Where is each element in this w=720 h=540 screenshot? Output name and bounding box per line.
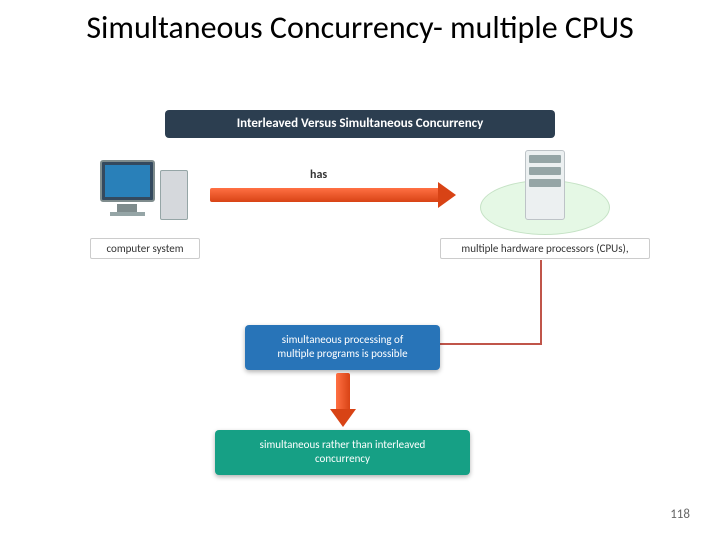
conclusion-text: simultaneous rather than interleavedconc… <box>260 438 426 465</box>
page-number: 118 <box>670 507 690 522</box>
diagram-container: Interleaved Versus Simultaneous Concurre… <box>70 110 650 490</box>
simultaneous-text: simultaneous processing ofmultiple progr… <box>277 333 407 360</box>
has-arrow-label: has <box>310 168 327 182</box>
multiple-cpus-label: multiple hardware processors (CPUs), <box>440 238 650 259</box>
computer-system-label: computer system <box>90 238 200 259</box>
server-icon <box>490 150 610 240</box>
has-arrow <box>210 188 440 202</box>
down-arrow <box>336 373 350 411</box>
computer-icon <box>100 160 190 230</box>
connector-horizontal <box>440 343 542 345</box>
diagram-banner: Interleaved Versus Simultaneous Concurre… <box>165 110 555 138</box>
slide-title: Simultaneous Concurrency- multiple CPUS <box>0 0 720 47</box>
simultaneous-processing-box: simultaneous processing ofmultiple progr… <box>245 325 440 370</box>
connector-vertical <box>540 260 542 345</box>
conclusion-box: simultaneous rather than interleavedconc… <box>215 430 470 475</box>
